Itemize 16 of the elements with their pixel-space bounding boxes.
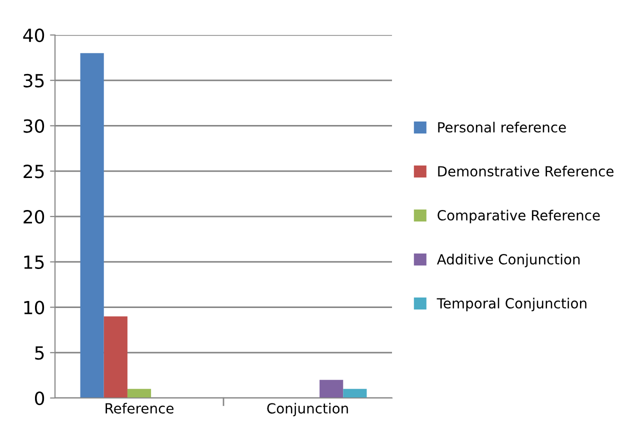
legend-label: Comparative Reference (438, 210, 600, 224)
y-tick-label: 40 (23, 28, 44, 42)
y-tick-label: 15 (24, 256, 44, 269)
y-tick-label: 20 (24, 210, 44, 224)
x-tick-label: Reference (106, 402, 174, 414)
y-tick-label: 25 (24, 164, 44, 178)
x-tick-label: Conjunction (267, 402, 348, 416)
legend-label: Demonstrative Reference (438, 166, 614, 177)
y-tick-label: 5 (35, 346, 44, 360)
y-tick-label: 35 (24, 74, 44, 88)
legend-label: Temporal Conjunction (436, 298, 586, 312)
y-tick-label: 0 (34, 391, 44, 406)
y-tick-label: 30 (24, 119, 44, 133)
legend-label: Personal reference (438, 122, 566, 133)
legend-label: Additive Conjunction (436, 254, 580, 268)
y-tick-label: 10 (24, 300, 44, 314)
